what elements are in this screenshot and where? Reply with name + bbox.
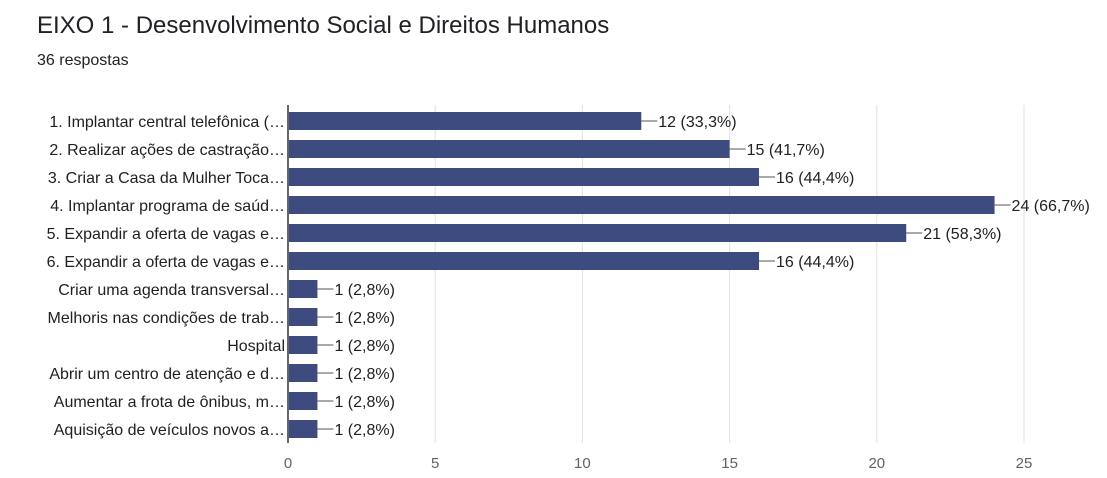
bar xyxy=(289,364,318,382)
category-label: 3. Criar a Casa da Mulher Toca… xyxy=(48,170,285,187)
category-label: Criar uma agenda transversal… xyxy=(58,282,285,299)
x-tick-label: 20 xyxy=(868,455,885,472)
bar xyxy=(289,196,995,214)
bar xyxy=(289,336,318,354)
data-label: 1 (2,8%) xyxy=(334,422,394,439)
category-label: Melhoris nas condições de trab… xyxy=(48,310,285,327)
bar xyxy=(289,112,642,130)
category-label: 6. Expandir a oferta de vagas e… xyxy=(47,254,285,271)
category-label: Abrir um centro de atenção e d… xyxy=(49,366,285,383)
data-label: 12 (33,3%) xyxy=(658,114,736,131)
data-label: 1 (2,8%) xyxy=(334,394,394,411)
category-label: 1. Implantar central telefônica (… xyxy=(49,114,285,131)
category-label: 5. Expandir a oferta de vagas e… xyxy=(47,226,285,243)
category-label: 4. Implantar programa de saúd… xyxy=(50,198,285,215)
category-label: Aquisição de veículos novos a… xyxy=(54,422,285,439)
bar xyxy=(289,392,318,410)
x-tick-label: 0 xyxy=(284,455,292,472)
data-label: 1 (2,8%) xyxy=(334,338,394,355)
bar xyxy=(289,140,730,158)
data-label: 1 (2,8%) xyxy=(334,366,394,383)
data-label: 1 (2,8%) xyxy=(334,282,394,299)
response-count: 36 respostas xyxy=(37,52,129,69)
data-label: 16 (44,4%) xyxy=(776,170,854,187)
page-title: EIXO 1 - Desenvolvimento Social e Direit… xyxy=(37,12,610,39)
bar xyxy=(289,308,318,326)
category-label: Hospital xyxy=(227,338,285,355)
x-tick-label: 15 xyxy=(721,455,738,472)
bar xyxy=(289,252,760,270)
data-label: 1 (2,8%) xyxy=(334,310,394,327)
bar xyxy=(289,168,760,186)
bar xyxy=(289,224,907,242)
bar xyxy=(289,280,318,298)
x-tick-label: 25 xyxy=(1016,455,1033,472)
category-label: Aumentar a frota de ônibus, m… xyxy=(54,394,285,411)
data-label: 15 (41,7%) xyxy=(747,142,825,159)
x-tick-label: 10 xyxy=(574,455,591,472)
data-label: 24 (66,7%) xyxy=(1012,198,1090,215)
x-tick-label: 5 xyxy=(431,455,439,472)
bar xyxy=(289,420,318,438)
data-label: 16 (44,4%) xyxy=(776,254,854,271)
category-label: 2. Realizar ações de castração… xyxy=(49,142,285,159)
data-label: 21 (58,3%) xyxy=(923,226,1001,243)
